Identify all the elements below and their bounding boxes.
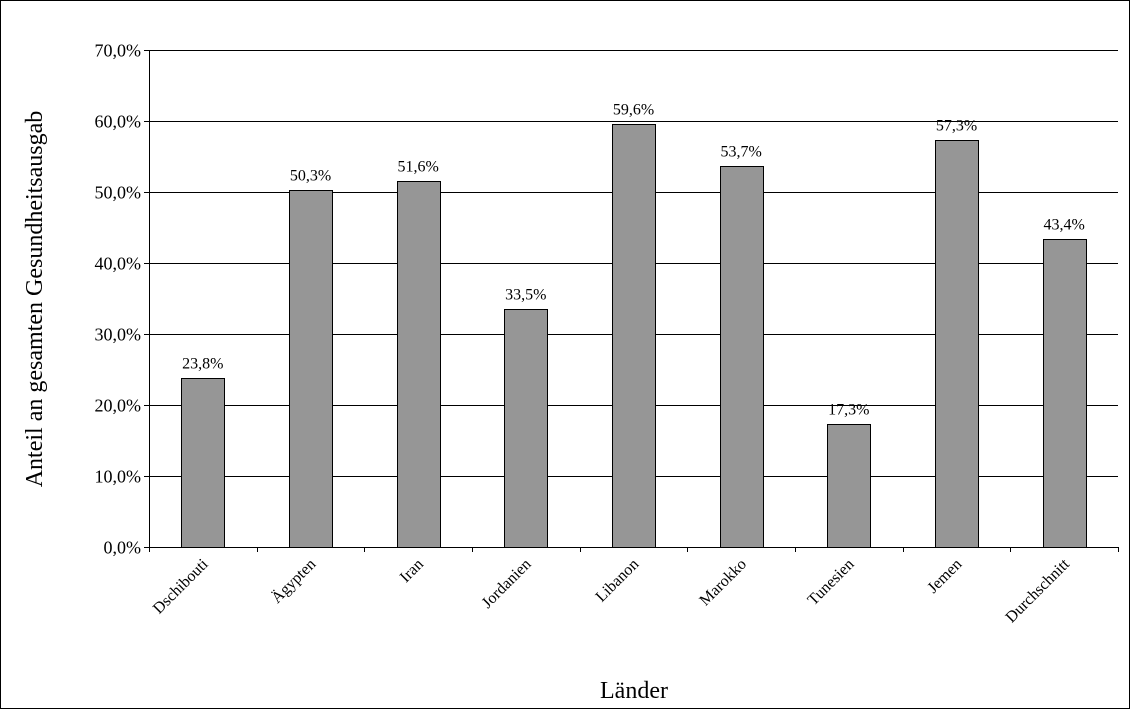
data-label: 33,5% — [505, 287, 546, 304]
y-tick-label: 0,0% — [104, 538, 142, 558]
y-tick-label: 30,0% — [95, 325, 142, 345]
y-tick-label: 20,0% — [95, 396, 142, 416]
bars — [181, 124, 1087, 548]
data-label: 57,3% — [936, 118, 977, 135]
data-label: 43,4% — [1044, 217, 1085, 234]
bar — [289, 190, 333, 548]
bar — [181, 378, 225, 548]
bar — [504, 309, 548, 548]
data-label: 53,7% — [721, 144, 762, 161]
data-label: 23,8% — [182, 356, 223, 373]
bar — [720, 166, 764, 548]
data-labels: 23,8% 50,3% 51,6% 33,5% 59,6% 53,7% 17,3% 57,3%… — [182, 102, 1085, 419]
axes — [144, 50, 1119, 552]
data-label: 50,3% — [290, 168, 331, 185]
y-tick-label: 10,0% — [95, 467, 142, 487]
data-label: 17,3% — [828, 402, 869, 419]
x-axis-title: Länder — [600, 678, 668, 704]
y-axis-title: Anteil an gesamten Gesundheitsausgab — [22, 111, 48, 488]
bar — [827, 424, 871, 548]
y-tick-label: 40,0% — [95, 254, 142, 274]
data-label: 59,6% — [613, 102, 654, 119]
data-label: 51,6% — [398, 159, 439, 176]
y-tick-labels: 0,0% 10,0% 20,0% 30,0% 40,0% 50,0% 60,0% 70,0% — [95, 41, 142, 558]
bar — [612, 124, 656, 548]
y-tick-label: 70,0% — [95, 41, 142, 61]
y-tick-label: 50,0% — [95, 183, 142, 203]
bar — [397, 181, 441, 548]
bar — [1043, 239, 1087, 548]
y-tick-label: 60,0% — [95, 112, 142, 132]
bar — [935, 140, 979, 548]
